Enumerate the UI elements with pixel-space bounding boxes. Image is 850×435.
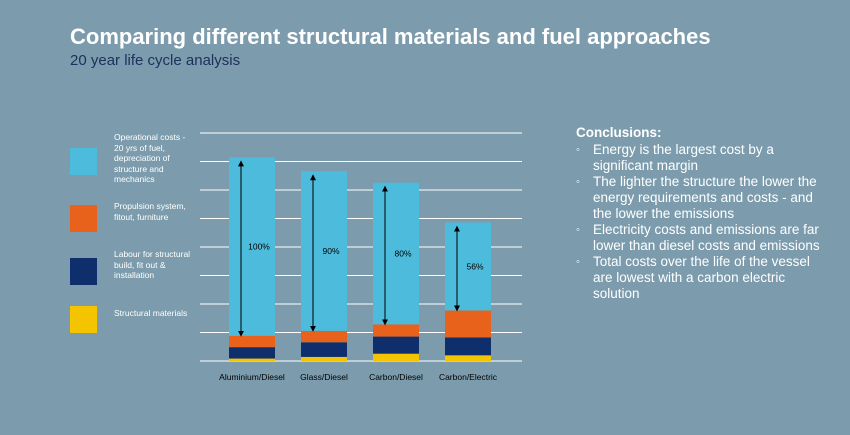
legend-label-propulsion: Propulsion system, fitout, furniture [114, 201, 186, 222]
bar-segment [445, 337, 491, 356]
bar-segment [373, 336, 419, 354]
bar-segment [229, 347, 275, 359]
conclusion-text: Energy is the largest cost by a signific… [593, 142, 774, 173]
chart-title: Comparing different structural materials… [70, 24, 711, 49]
legend-swatch-labour [70, 258, 97, 285]
annotation-arrows: 100% 90% 80% 56% [238, 160, 484, 337]
conclusion-text: Electricity costs and emissions are far … [593, 222, 820, 253]
bar-segment [373, 324, 419, 337]
conclusions-panel: Conclusions: ◦ Energy is the largest cost… [576, 125, 826, 302]
bars [229, 157, 491, 361]
category-label: Aluminium/Diesel [219, 372, 285, 382]
bar-segment [301, 342, 347, 357]
category-labels: Aluminium/Diesel Glass/Diesel Carbon/Diese… [219, 372, 498, 382]
chart-subtitle: 20 year life cycle analysis [70, 52, 241, 69]
conclusion-item: ◦ Electricity costs and emissions are far… [576, 222, 826, 254]
legend-label-structural: Structural materials [114, 308, 188, 318]
percent-label: 80% [394, 249, 411, 259]
legend: Operational costs - 20 yrs of fuel, depr… [70, 0, 200, 435]
conclusion-item: ◦ Total costs over the life of the vessel… [576, 254, 826, 302]
percent-label: 100% [248, 242, 270, 252]
legend-label-operational: Operational costs - 20 yrs of fuel, depr… [114, 132, 186, 184]
bar-segment [373, 353, 419, 361]
bar-segment [445, 355, 491, 361]
bar-segment [301, 171, 347, 331]
percent-label: 90% [322, 246, 339, 256]
bullet-icon: ◦ [576, 224, 580, 236]
legend-label-labour: Labour for structural build, fit out & i… [114, 249, 191, 280]
conclusion-item: ◦ The lighter the structure the lower the… [576, 174, 826, 222]
conclusions-heading: Conclusions: [576, 125, 662, 140]
conclusion-text: The lighter the structure the lower the … [593, 174, 817, 221]
legend-swatch-propulsion [70, 205, 97, 232]
bar-segment [229, 358, 275, 361]
bar-segment [373, 182, 419, 325]
legend-swatch-operational [70, 148, 97, 175]
conclusion-item: ◦ Energy is the largest cost by a signifi… [576, 142, 826, 174]
bar-segment [445, 222, 491, 311]
bullet-icon: ◦ [576, 144, 580, 156]
category-label: Carbon/Diesel [369, 372, 423, 382]
bullet-icon: ◦ [576, 176, 580, 188]
bar-segment [301, 356, 347, 361]
conclusion-text: Total costs over the life of the vessel … [593, 254, 810, 301]
category-label: Carbon/Electric [439, 372, 498, 382]
bar-segment [229, 157, 275, 336]
legend-swatch-structural [70, 306, 97, 333]
percent-label: 56% [466, 262, 483, 272]
category-label: Glass/Diesel [300, 372, 348, 382]
bar-segment [229, 335, 275, 348]
bar-segment [301, 330, 347, 343]
bullet-icon: ◦ [576, 256, 580, 268]
conclusions-list: ◦ Energy is the largest cost by a signifi… [576, 142, 826, 302]
bar-segment [445, 310, 491, 338]
